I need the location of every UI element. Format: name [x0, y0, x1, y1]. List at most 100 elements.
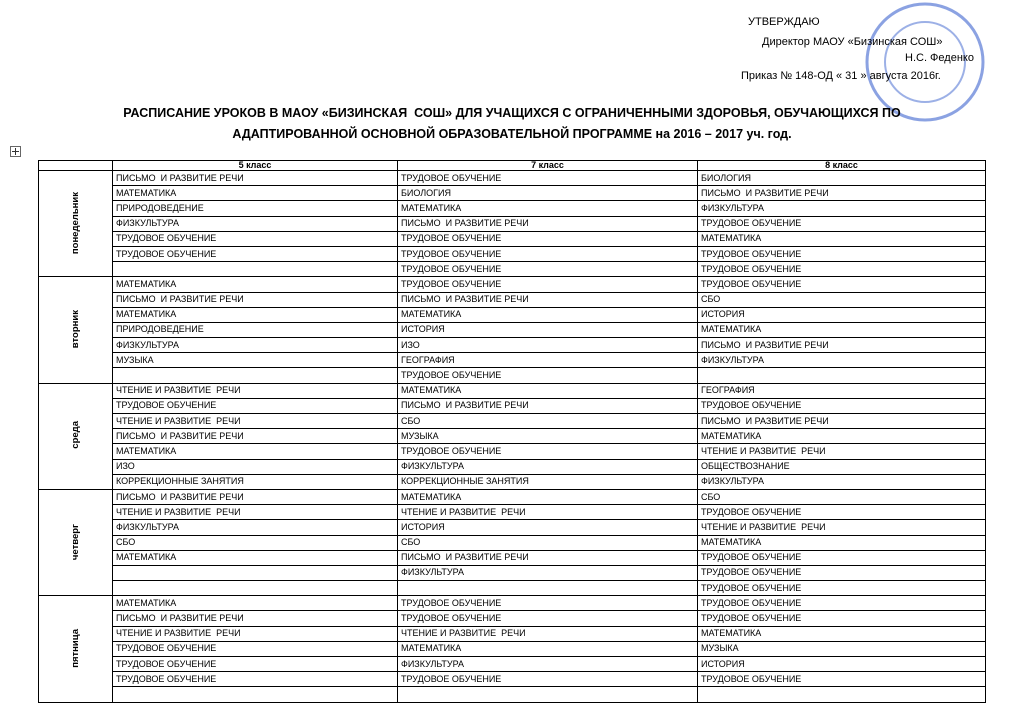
- lesson-cell: МАТЕМАТИКА: [112, 185, 398, 202]
- lesson-cell: [697, 686, 986, 703]
- lesson-cell: ТРУДОВОЕ ОБУЧЕНИЕ: [397, 443, 698, 460]
- lesson-row: ПИСЬМО И РАЗВИТИЕ РЕЧИ ТРУДОВОЕ ОБУЧЕНИЕ Т…: [39, 610, 986, 627]
- column-header: 7 класс: [397, 160, 698, 171]
- title: АДАПТИРОВАННОЙ ОСНОВНОЙ ОБРАЗОВАТЕЛЬНОЙ …: [232, 127, 792, 141]
- lesson-cell: ПИСЬМО И РАЗВИТИЕ РЕЧИ: [112, 610, 398, 627]
- day-cell: четверг: [38, 488, 113, 597]
- lesson-cell: [697, 367, 986, 384]
- lesson-cell: ПИСЬМО И РАЗВИТИЕ РЕЧИ: [697, 412, 986, 430]
- lesson-cell: ТРУДОВОЕ ОБУЧЕНИЕ: [112, 671, 398, 688]
- lesson-cell: ФИЗКУЛЬТУРА: [112, 215, 398, 232]
- lesson-cell: ЧТЕНИЕ И РАЗВИТИЕ РЕЧИ: [697, 519, 986, 536]
- lesson-cell: ГЕОГРАФИЯ: [397, 352, 698, 369]
- lesson-cell: ТРУДОВОЕ ОБУЧЕНИЕ: [697, 580, 986, 597]
- lesson-cell: ТРУДОВОЕ ОБУЧЕНИЕ: [397, 367, 698, 384]
- lesson-cell: ПИСЬМО И РАЗВИТИЕ РЕЧИ: [397, 291, 698, 308]
- lesson-cell: ТРУДОВОЕ ОБУЧЕНИЕ: [697, 610, 986, 627]
- lesson-row: [39, 686, 986, 703]
- lesson-cell: ТРУДОВОЕ ОБУЧЕНИЕ: [697, 215, 986, 232]
- approval-title: УТВЕРЖДАЮ: [748, 16, 820, 28]
- lesson-cell: ПИСЬМО И РАЗВИТИЕ РЕЧИ: [112, 428, 398, 445]
- lesson-cell: ТРУДОВОЕ ОБУЧЕНИЕ: [112, 230, 398, 247]
- column-header: [38, 160, 113, 171]
- lesson-cell: МАТЕМАТИКА: [397, 200, 698, 217]
- column-header: 5 класс: [112, 160, 398, 171]
- day-cell: среда: [38, 382, 113, 490]
- lesson-cell: КОРРЕКЦИОННЫЕ ЗАНЯТИЯ: [397, 473, 698, 490]
- approval-position: Директор МАОУ «Бизинская СОШ»: [762, 36, 943, 48]
- lesson-cell: [112, 367, 398, 384]
- lesson-row: ТРУДОВОЕ ОБУЧЕНИЕ ТРУДОВОЕ ОБУЧЕНИЕ МАТЕМА…: [39, 230, 986, 247]
- lesson-cell: ТРУДОВОЕ ОБУЧЕНИЕ: [397, 169, 698, 187]
- lesson-cell: ФИЗКУЛЬТУРА: [112, 337, 398, 354]
- lesson-cell: МАТЕМАТИКА: [112, 306, 398, 323]
- lesson-cell: ТРУДОВОЕ ОБУЧЕНИЕ: [112, 655, 398, 673]
- lesson-row: ТРУДОВОЕ ОБУЧЕНИЕ: [39, 367, 986, 384]
- lesson-cell: ГЕОГРАФИЯ: [697, 382, 986, 399]
- lesson-cell: ФИЗКУЛЬТУРА: [397, 564, 698, 582]
- lesson-cell: ТРУДОВОЕ ОБУЧЕНИЕ: [112, 397, 398, 415]
- lesson-cell: МУЗЫКА: [697, 640, 986, 658]
- day-cell: понедельник: [38, 169, 113, 278]
- lesson-cell: МАТЕМАТИКА: [397, 488, 698, 506]
- lesson-cell: ФИЗКУЛЬТУРА: [697, 473, 986, 490]
- day-cell: вторник: [38, 276, 113, 384]
- lesson-row: МАТЕМАТИКА БИОЛОГИЯ ПИСЬМО И РАЗВИТИЕ РЕЧИ: [39, 185, 986, 202]
- stamp: [865, 2, 985, 122]
- lesson-cell: ФИЗКУЛЬТУРА: [697, 200, 986, 217]
- lesson-row: ПИСЬМО И РАЗВИТИЕ РЕЧИ ПИСЬМО И РАЗВИТИЕ …: [39, 291, 986, 308]
- lesson-cell: КОРРЕКЦИОННЫЕ ЗАНЯТИЯ: [112, 473, 398, 490]
- lesson-cell: ЧТЕНИЕ И РАЗВИТИЕ РЕЧИ: [697, 443, 986, 460]
- lesson-cell: ЧТЕНИЕ И РАЗВИТИЕ РЕЧИ: [397, 504, 698, 521]
- lesson-cell: ИСТОРИЯ: [397, 519, 698, 536]
- lesson-cell: СБО: [112, 534, 398, 551]
- lesson-cell: ТРУДОВОЕ ОБУЧЕНИЕ: [697, 549, 986, 566]
- lesson-cell: [397, 686, 698, 703]
- day-label: четверг: [70, 523, 81, 560]
- day-label: вторник: [70, 309, 81, 349]
- lesson-cell: ЧТЕНИЕ И РАЗВИТИЕ РЕЧИ: [112, 504, 398, 521]
- lesson-cell: ТРУДОВОЕ ОБУЧЕНИЕ: [397, 610, 698, 627]
- lesson-cell: ТРУДОВОЕ ОБУЧЕНИЕ: [397, 230, 698, 247]
- lesson-cell: ИЗО: [397, 337, 698, 354]
- lesson-cell: БИОЛОГИЯ: [397, 185, 698, 202]
- lesson-cell: МАТЕМАТИКА: [397, 306, 698, 323]
- schedule-table: 5 класс 7 класс 8 класс понедельник ПИСЬМО И…: [38, 160, 986, 703]
- lesson-cell: МАТЕМАТИКА: [112, 443, 398, 460]
- lesson-cell: МАТЕМАТИКА: [697, 321, 986, 339]
- lesson-cell: ПИСЬМО И РАЗВИТИЕ РЕЧИ: [112, 291, 398, 308]
- lesson-cell: ЧТЕНИЕ И РАЗВИТИЕ РЕЧИ: [112, 625, 398, 642]
- lesson-cell: ТРУДОВОЕ ОБУЧЕНИЕ: [397, 276, 698, 293]
- lesson-cell: ИЗО: [112, 458, 398, 475]
- lesson-cell: СБО: [397, 412, 698, 430]
- lesson-cell: СБО: [697, 291, 986, 308]
- lesson-cell: ТРУДОВОЕ ОБУЧЕНИЕ: [397, 595, 698, 612]
- lesson-cell: МАТЕМАТИКА: [697, 625, 986, 642]
- lesson-cell: ПИСЬМО И РАЗВИТИЕ РЕЧИ: [397, 549, 698, 566]
- lesson-cell: ТРУДОВОЕ ОБУЧЕНИЕ: [697, 671, 986, 688]
- lesson-row: СБО СБО МАТЕМАТИКА: [39, 534, 986, 551]
- lesson-cell: МАТЕМАТИКА: [112, 549, 398, 566]
- lesson-cell: ПИСЬМО И РАЗВИТИЕ РЕЧИ: [397, 215, 698, 232]
- lesson-cell: ПИСЬМО И РАЗВИТИЕ РЕЧИ: [397, 397, 698, 415]
- day-label: понедельник: [70, 191, 81, 254]
- column-header: 8 класс: [697, 160, 986, 171]
- lesson-cell: ПРИРОДОВЕДЕНИЕ: [112, 200, 398, 217]
- lesson-row: ФИЗКУЛЬТУРА ПИСЬМО И РАЗВИТИЕ РЕЧИ ТРУДОВО…: [39, 215, 986, 232]
- lesson-row: КОРРЕКЦИОННЫЕ ЗАНЯТИЯ КОРРЕКЦИОННЫЕ ЗАНЯТ…: [39, 473, 986, 490]
- lesson-cell: ТРУДОВОЕ ОБУЧЕНИЕ: [397, 671, 698, 688]
- lesson-cell: ФИЗКУЛЬТУРА: [397, 458, 698, 475]
- table-handle: [10, 146, 21, 157]
- lesson-row: ЧТЕНИЕ И РАЗВИТИЕ РЕЧИ ЧТЕНИЕ И РАЗВИТИЕ …: [39, 504, 986, 521]
- lesson-row: МАТЕМАТИКА ТРУДОВОЕ ОБУЧЕНИЕ ЧТЕНИЕ И РАЗВ…: [39, 443, 986, 460]
- lesson-cell: СБО: [397, 534, 698, 551]
- lesson-cell: ТРУДОВОЕ ОБУЧЕНИЕ: [397, 261, 698, 278]
- day-label: среда: [70, 421, 81, 450]
- lesson-row: ТРУДОВОЕ ОБУЧЕНИЕ ФИЗКУЛЬТУРА ИСТОРИЯ: [39, 655, 986, 673]
- lesson-row: ПРИРОДОВЕДЕНИЕ МАТЕМАТИКА ФИЗКУЛЬТУРА: [39, 200, 986, 217]
- lesson-cell: ТРУДОВОЕ ОБУЧЕНИЕ: [397, 245, 698, 263]
- lesson-cell: ТРУДОВОЕ ОБУЧЕНИЕ: [697, 564, 986, 582]
- lesson-cell: ИСТОРИЯ: [397, 321, 698, 339]
- lesson-cell: ТРУДОВОЕ ОБУЧЕНИЕ: [112, 245, 398, 263]
